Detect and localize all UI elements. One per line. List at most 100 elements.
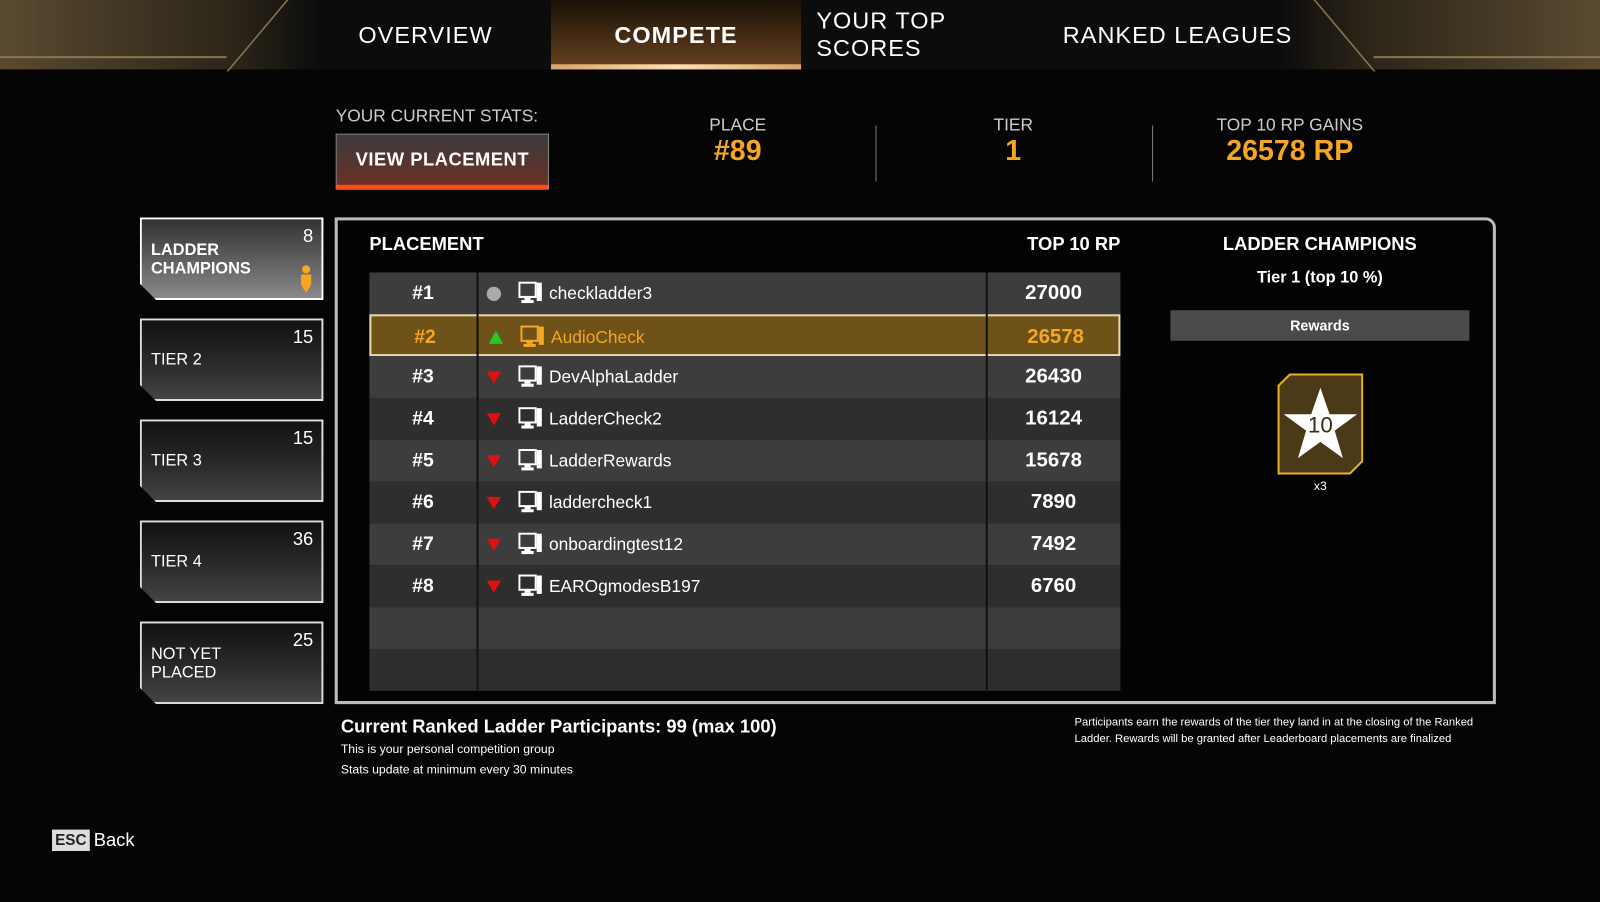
badge-number: 10 [1308, 413, 1333, 438]
top10-rp-header: TOP 10 RP [1027, 233, 1121, 255]
table-row[interactable]: #6 laddercheck1 7890 [369, 481, 1121, 524]
tab-compete[interactable]: COMPETE [551, 0, 802, 70]
divider [875, 125, 877, 182]
tier-label: LADDER CHAMPIONS [151, 241, 251, 278]
pc-platform-icon [518, 532, 542, 556]
trend-down-icon [486, 538, 502, 552]
esc-key-icon: ESC [52, 829, 90, 852]
trend-down-icon [486, 580, 502, 593]
player-name: laddercheck1 [548, 492, 653, 513]
tier-count: 15 [292, 427, 314, 448]
tier-card[interactable]: 15 TIER 2 [140, 318, 324, 401]
player-name: LadderCheck2 [548, 409, 662, 429]
tier-card[interactable]: 15 TIER 3 [140, 419, 324, 502]
rank: #3 [412, 366, 434, 388]
player-name: checkladder3 [548, 283, 653, 304]
trend-down-icon [486, 413, 502, 426]
tier-value: 1 [1005, 134, 1022, 167]
decoration-right [1373, 0, 1600, 59]
current-stats-heading: YOUR CURRENT STATS: [335, 106, 539, 126]
rank: #2 [414, 326, 436, 348]
tier-count: 25 [292, 629, 314, 650]
player-name: DevAlphaLadder [548, 367, 679, 387]
empty-row [369, 648, 1121, 691]
player-rp: 16124 [1025, 407, 1082, 430]
player-rp: 6760 [1030, 574, 1077, 597]
divider [1152, 125, 1154, 182]
tier-count: 36 [292, 528, 314, 549]
decoration-left [0, 0, 227, 59]
trend-down-icon [486, 371, 502, 384]
pc-platform-icon [518, 490, 542, 514]
rank: #6 [412, 491, 434, 514]
pc-platform-icon [518, 448, 542, 472]
placement-header: PLACEMENT [369, 233, 484, 255]
participants-count: Current Ranked Ladder Participants: 99 (… [340, 716, 777, 737]
column-divider [476, 272, 479, 690]
rp-gains-label: TOP 10 RP GAINS [1216, 115, 1364, 135]
rewards-note: Participants earn the rewards of the tie… [1074, 716, 1474, 745]
table-row[interactable]: #5 LadderRewards 15678 [369, 439, 1121, 482]
tier-label: NOT YET PLACED [151, 645, 221, 682]
pc-platform-icon [518, 574, 542, 597]
table-row[interactable]: #1 checkladder3 27000 [369, 272, 1121, 315]
rank: #7 [412, 533, 434, 556]
tab-ranked-leagues[interactable]: RANKED LEAGUES [1062, 20, 1293, 48]
player-name: LadderRewards [548, 451, 672, 471]
footer-line-2: Stats update at minimum every 30 minutes [340, 762, 573, 777]
reward-badge-icon[interactable]: 10 [1277, 373, 1364, 475]
player-marker-icon [299, 264, 313, 293]
rank: #1 [412, 282, 434, 305]
player-name: onboardingtest12 [548, 534, 684, 555]
tier-count: 8 [303, 225, 314, 246]
player-rp: 27000 [1025, 281, 1082, 305]
tab-your-top-scores[interactable]: YOUR TOP SCORES [816, 7, 946, 62]
footer-line-1: This is your personal competition group [340, 741, 555, 757]
rank: #5 [412, 449, 434, 472]
tier-label: TIER 4 [151, 553, 202, 571]
trend-down-icon [486, 496, 502, 510]
top-nav-bar: OVERVIEW COMPETE YOUR TOP SCORES RANKED … [0, 0, 1600, 72]
tier-label: TIER 3 [151, 452, 202, 470]
empty-row [369, 607, 1121, 649]
player-rp: 7492 [1030, 532, 1077, 556]
rewards-bar: Rewards [1170, 310, 1470, 341]
table-row[interactable]: #4 LadderCheck2 16124 [369, 397, 1121, 440]
table-row[interactable]: #7 onboardingtest12 7492 [369, 523, 1121, 566]
reward-quantity: x3 [1313, 478, 1327, 493]
column-divider [985, 272, 988, 690]
tab-overview[interactable]: OVERVIEW [358, 20, 493, 48]
tier-count: 15 [292, 326, 314, 347]
neutral-dot-icon [486, 286, 502, 302]
back-button[interactable]: ESC Back [52, 829, 135, 852]
tier-card[interactable]: 25 NOT YET PLACED [140, 621, 324, 704]
pc-platform-icon [518, 281, 542, 305]
rp-gains-value: 26578 RP [1226, 134, 1354, 167]
player-rp: 7890 [1030, 490, 1077, 514]
rank: #8 [412, 575, 434, 597]
table-row[interactable]: #2 AudioCheck 26578 [369, 314, 1121, 357]
player-rp: 26578 [1027, 325, 1084, 348]
decoration-right-slant [1313, 0, 1376, 72]
decoration-left-slant [226, 0, 289, 72]
rewards-subtitle: Tier 1 (top 10 %) [1256, 269, 1383, 287]
player-rp: 15678 [1025, 448, 1082, 472]
player-name: AudioCheck [551, 327, 645, 347]
tier-card[interactable]: 8 LADDER CHAMPIONS [140, 217, 324, 300]
rewards-title: LADDER CHAMPIONS [1222, 233, 1417, 255]
trend-down-icon [486, 455, 502, 468]
tier-label: TIER [993, 115, 1034, 135]
place-value: #89 [713, 134, 762, 167]
tier-card[interactable]: 36 TIER 4 [140, 520, 324, 603]
player-rp: 26430 [1025, 365, 1082, 388]
rank: #4 [412, 408, 434, 430]
pc-platform-icon [518, 407, 542, 430]
table-row[interactable]: #3 DevAlphaLadder 26430 [369, 356, 1121, 398]
view-placement-button[interactable]: VIEW PLACEMENT [335, 133, 549, 190]
pc-platform-icon [520, 325, 544, 349]
tier-label: TIER 2 [151, 351, 202, 369]
pc-platform-icon [518, 365, 542, 388]
table-row[interactable]: #8 EAROgmodesB197 6760 [369, 565, 1121, 608]
player-name: EAROgmodesB197 [548, 576, 701, 596]
